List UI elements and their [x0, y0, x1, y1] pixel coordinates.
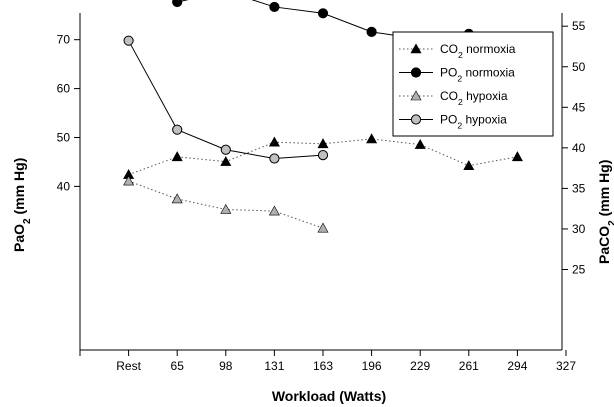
- data-point-triangle: [220, 203, 232, 214]
- data-point-triangle: [463, 160, 475, 170]
- y-left-tick-label: 40: [57, 179, 71, 193]
- x-tick-label: 163: [313, 359, 333, 373]
- y-axis-right-title: PaCO2 (mm Hg): [596, 160, 614, 264]
- data-point-triangle: [220, 156, 232, 166]
- legend-item: PO2 hypoxia: [399, 113, 507, 131]
- y-right-tick-label: 35: [572, 181, 586, 195]
- data-point-circle: [366, 26, 377, 37]
- x-tick-label: 131: [264, 359, 284, 373]
- y-left-tick-label: 70: [57, 33, 71, 47]
- legend-item: PO2 normoxia: [399, 66, 515, 84]
- legend-item: CO2 hypoxia: [399, 89, 508, 107]
- x-tick-label: 98: [219, 359, 233, 373]
- data-point-circle: [317, 150, 329, 161]
- data-point-circle: [269, 1, 280, 13]
- y-right-tick-label: 45: [572, 100, 586, 114]
- data-point-circle: [220, 144, 231, 155]
- x-tick-label: Rest: [116, 359, 141, 373]
- data-point-triangle: [171, 193, 183, 204]
- legend-marker: [410, 114, 422, 125]
- x-tick-label: 196: [362, 359, 382, 373]
- series-po2-hypoxia: [123, 35, 329, 164]
- legend: CO2 normoxia PO2 normoxia CO2 hypoxia PO2 h…: [392, 31, 554, 137]
- data-point-circle: [172, 124, 183, 135]
- data-point-circle: [172, 0, 183, 8]
- series-line: [128, 138, 518, 176]
- data-point-triangle: [268, 205, 280, 216]
- legend-item: CO2 normoxia: [399, 42, 516, 60]
- legend-label: CO2 normoxia: [440, 42, 516, 60]
- y-right-tick-label: 25: [572, 263, 586, 277]
- data-point-triangle: [317, 222, 329, 233]
- legend-label: PO2 normoxia: [440, 66, 515, 84]
- y-right-tick-label: 40: [572, 141, 586, 155]
- y-axis-left-title: PaO2 (mm Hg): [11, 158, 33, 252]
- axes: 40506070809010025303540455055Rest6598131…: [11, 13, 614, 404]
- legend-label: CO2 hypoxia: [440, 89, 508, 107]
- x-tick-label: 229: [410, 359, 430, 373]
- legend-label: PO2 hypoxia: [440, 113, 507, 131]
- x-tick-label: 65: [171, 359, 185, 373]
- x-tick-label: 294: [507, 359, 527, 373]
- data-point-circle: [269, 153, 280, 164]
- x-axis-title: Workload (Watts): [272, 388, 386, 404]
- series-line: [128, 40, 324, 160]
- y-left-tick-label: 60: [57, 82, 71, 96]
- x-tick-label: 327: [556, 359, 576, 373]
- x-tick-label: 261: [459, 359, 479, 373]
- y-right-tick-label: 30: [572, 222, 586, 236]
- legend-marker: [410, 67, 422, 78]
- data-point-triangle: [511, 151, 523, 162]
- data-point-circle: [123, 35, 134, 46]
- data-point-triangle: [268, 136, 280, 147]
- data-point-triangle: [171, 151, 183, 162]
- legend-marker: [410, 90, 422, 101]
- data-point-circle: [317, 8, 329, 19]
- data-point-triangle: [317, 138, 329, 149]
- y-left-tick-label: 50: [57, 131, 71, 145]
- series-co2-hypoxia: [123, 175, 329, 233]
- data-point-triangle: [123, 175, 135, 186]
- y-right-tick-label: 55: [572, 19, 586, 33]
- series-co2-normoxia: [123, 133, 523, 179]
- legend-marker: [410, 43, 422, 54]
- data-point-triangle: [366, 133, 378, 144]
- y-right-tick-label: 50: [572, 60, 586, 74]
- data-point-triangle: [414, 138, 426, 149]
